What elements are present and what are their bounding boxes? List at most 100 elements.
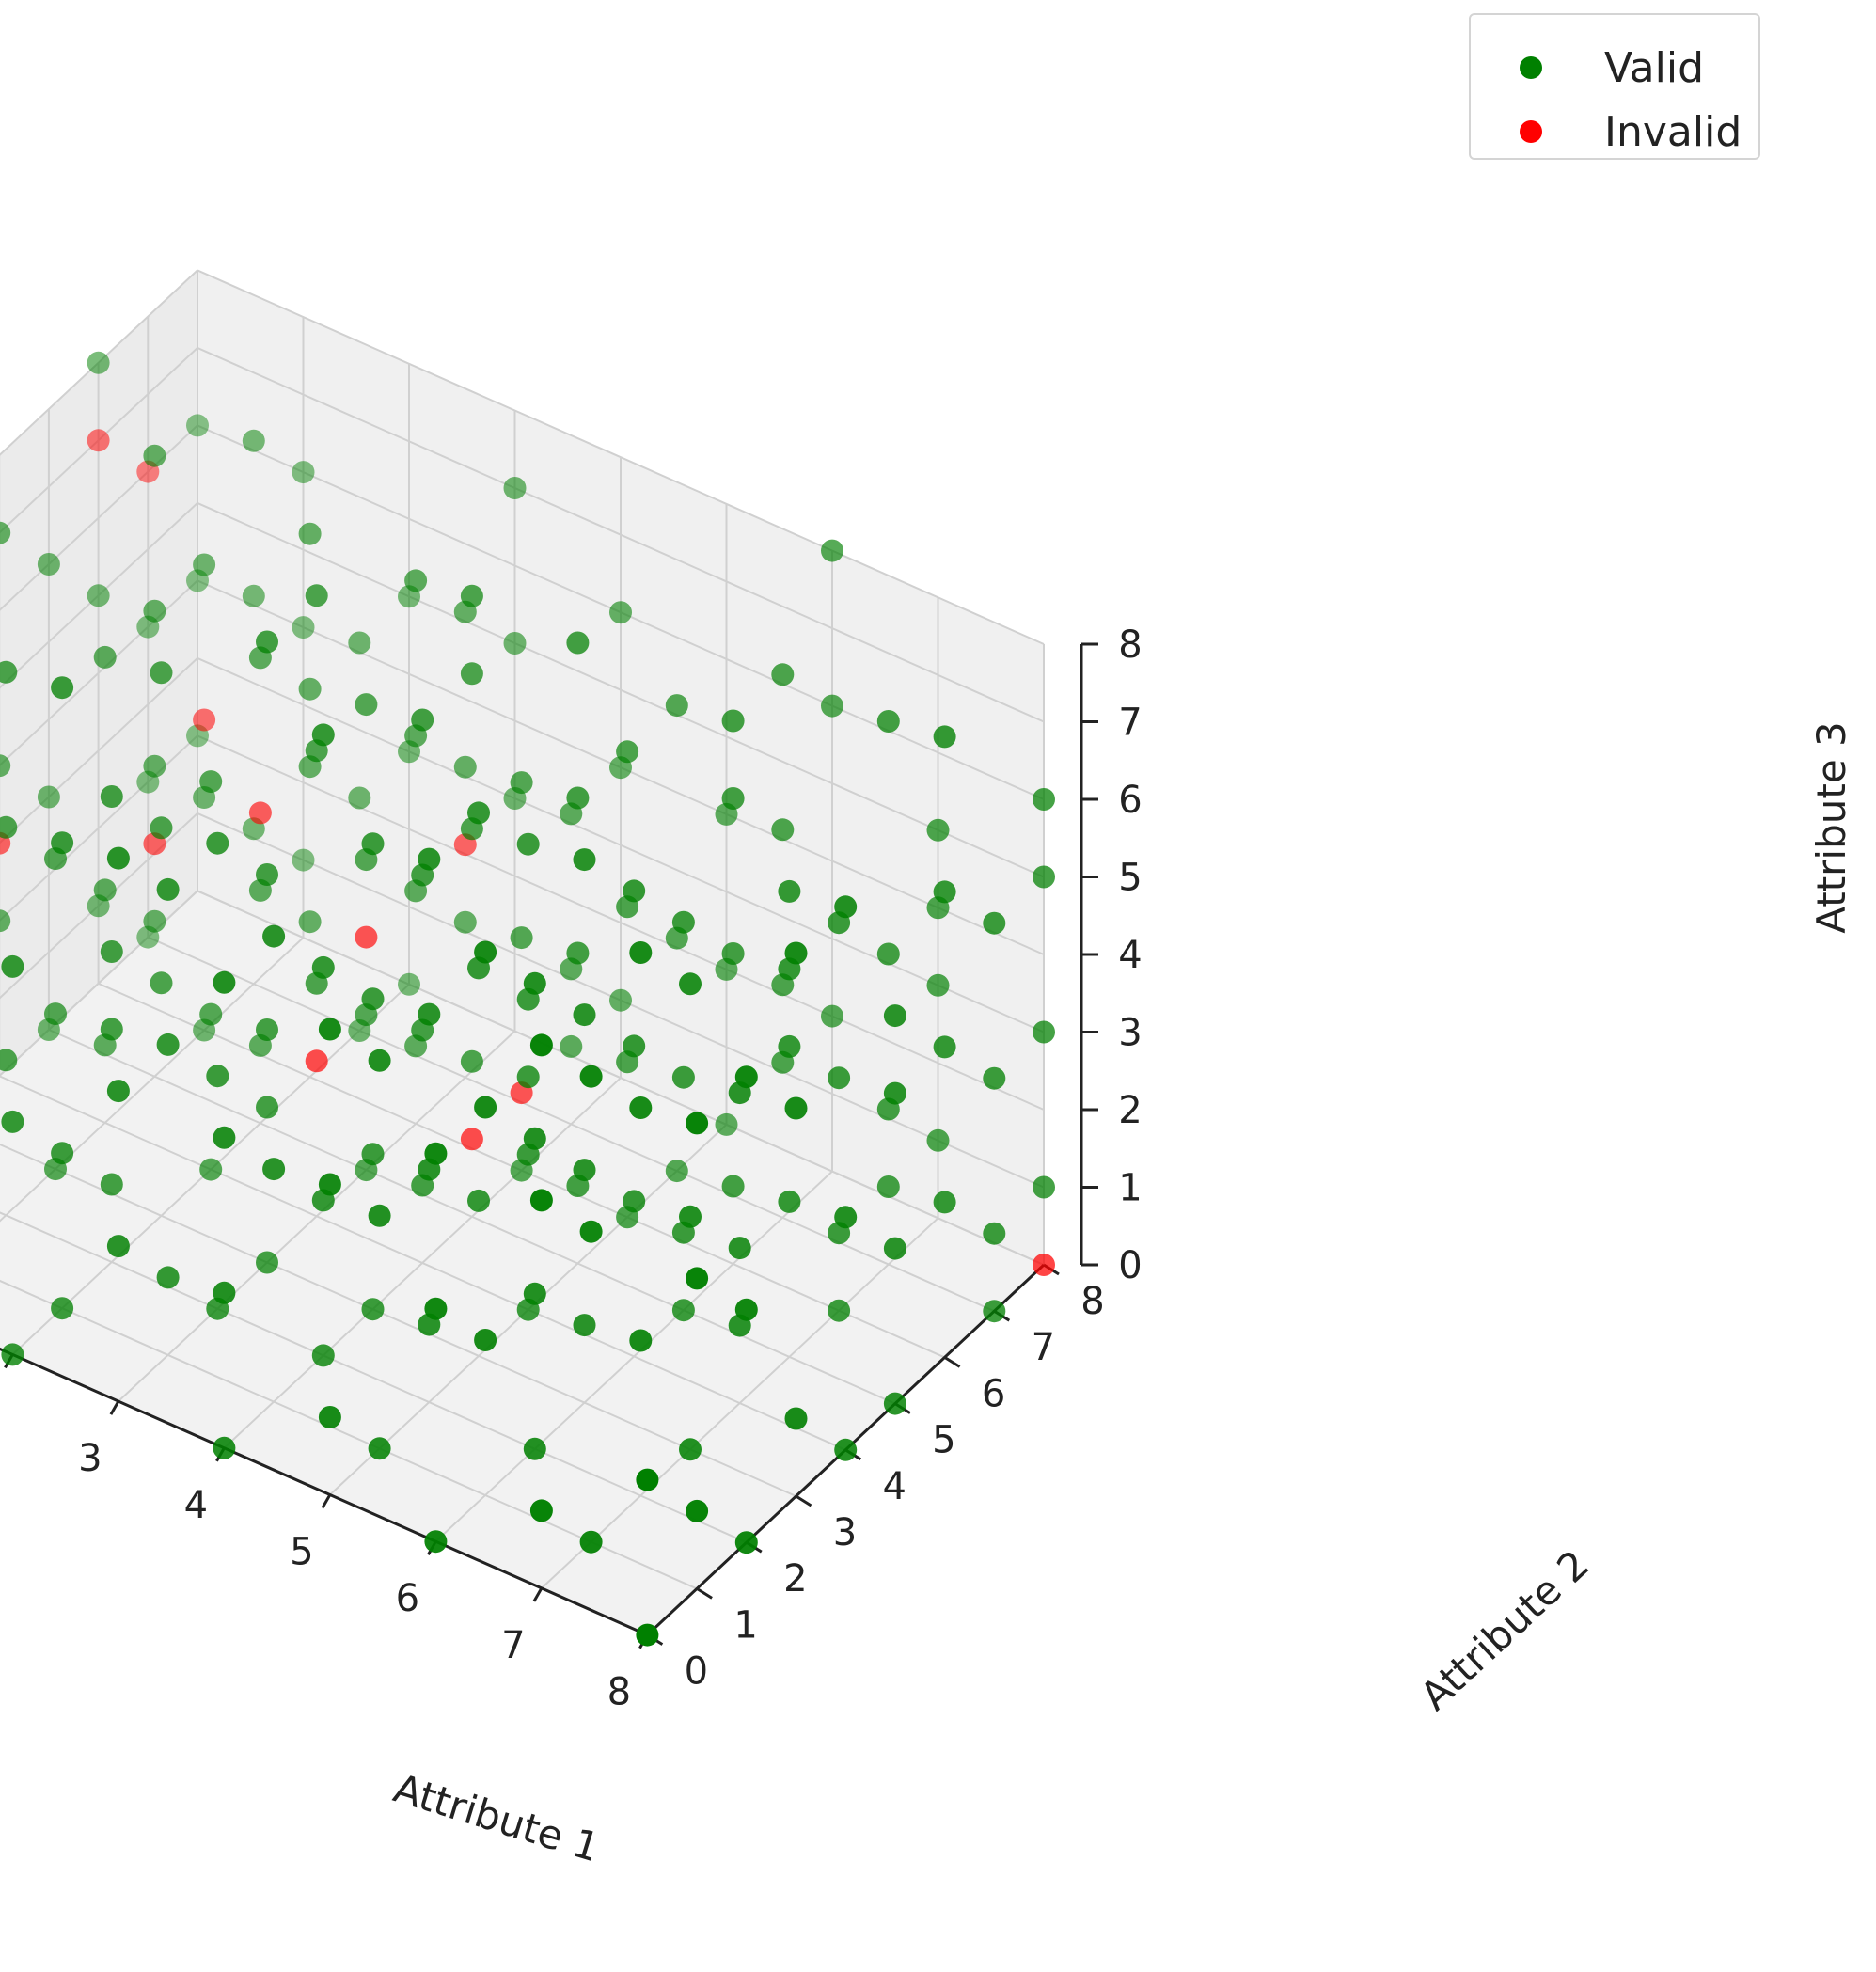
point-valid: [93, 878, 117, 902]
point-invalid: [460, 1128, 483, 1151]
point-valid: [368, 1049, 391, 1072]
point-valid: [883, 1392, 906, 1415]
point-valid: [784, 1096, 808, 1120]
point-valid: [398, 972, 420, 996]
grid-line: [197, 269, 1045, 645]
point-valid: [348, 631, 371, 655]
point-valid: [1, 954, 24, 978]
point-valid: [156, 877, 180, 901]
point-valid: [734, 1298, 758, 1321]
grid-line: [197, 501, 1045, 878]
grid-line: [434, 1170, 833, 1542]
point-valid: [686, 1499, 709, 1522]
point-valid: [106, 1080, 130, 1103]
point-valid: [1033, 1175, 1055, 1199]
point-valid: [361, 987, 385, 1011]
point-valid: [424, 1530, 448, 1554]
z-tick-label: 6: [1118, 779, 1142, 822]
point-valid: [679, 1205, 702, 1228]
legend-item-invalid: Invalid: [1471, 103, 1758, 160]
axis-tick-labels: 012345678012345678012345678: [78, 623, 1143, 1714]
x-tick-label: 7: [501, 1624, 525, 1667]
point-valid: [503, 477, 527, 499]
point-invalid: [1033, 1254, 1055, 1276]
point-valid: [199, 1158, 223, 1181]
point-valid: [876, 710, 900, 733]
point-valid: [721, 942, 745, 965]
point-valid: [51, 1142, 74, 1165]
point-valid: [262, 924, 286, 948]
x-tick: [321, 1493, 332, 1509]
point-valid: [150, 816, 173, 840]
y-tick-label: 3: [833, 1511, 857, 1554]
point-valid: [933, 1191, 956, 1214]
point-valid: [876, 942, 900, 966]
x-tick-label: 6: [396, 1577, 419, 1620]
point-valid: [100, 940, 123, 963]
point-valid: [453, 755, 477, 779]
y-tick-label: 8: [1080, 1280, 1104, 1323]
grid-line: [0, 502, 198, 689]
point-valid: [106, 846, 130, 870]
x-tick: [532, 1587, 544, 1602]
point-valid: [665, 694, 688, 718]
z-tick-label: 8: [1118, 623, 1142, 667]
point-valid: [883, 1004, 906, 1028]
point-valid: [579, 1530, 603, 1554]
point-valid: [318, 1018, 341, 1041]
point-valid: [679, 1438, 702, 1461]
point-valid: [0, 521, 11, 544]
point-valid: [150, 661, 173, 685]
point-valid: [566, 631, 590, 655]
point-valid: [686, 1112, 709, 1135]
point-valid: [0, 754, 11, 778]
point-valid: [305, 584, 328, 607]
point-valid: [51, 831, 74, 855]
y-tick-label: 6: [982, 1372, 1005, 1415]
point-valid: [411, 708, 434, 732]
point-valid: [665, 1160, 688, 1183]
point-valid: [424, 1297, 448, 1320]
grid-line: [0, 269, 198, 456]
x-tick-label: 3: [78, 1437, 102, 1480]
point-valid: [778, 1190, 801, 1213]
point-valid: [523, 1282, 546, 1305]
y-tick-label: 0: [685, 1650, 708, 1694]
grid-line: [0, 579, 198, 766]
point-valid: [573, 848, 596, 872]
grid-line: [197, 346, 1045, 723]
y-tick-label: 5: [932, 1419, 955, 1462]
point-valid: [573, 1003, 596, 1027]
point-valid: [883, 1081, 906, 1105]
point-valid: [671, 1299, 695, 1322]
point-valid: [355, 693, 378, 717]
grid-line: [0, 890, 198, 1077]
z-tick-label: 2: [1118, 1089, 1142, 1132]
point-valid: [467, 1189, 490, 1212]
grid-line: [0, 347, 198, 534]
point-valid: [828, 1066, 851, 1090]
point-valid: [318, 1173, 341, 1196]
grid-line: [0, 657, 198, 844]
x-tick-label: 8: [607, 1671, 631, 1714]
point-valid: [573, 1314, 596, 1337]
point-valid: [453, 910, 477, 934]
point-valid: [926, 818, 950, 842]
point-valid: [616, 740, 639, 764]
point-valid: [93, 645, 117, 669]
point-valid: [636, 1468, 659, 1491]
point-valid: [523, 1127, 546, 1150]
point-valid: [778, 1034, 801, 1058]
point-valid: [51, 1297, 74, 1320]
point-valid: [156, 1266, 180, 1289]
y-tick-label: 1: [733, 1603, 757, 1647]
point-valid: [983, 911, 1006, 935]
z-axis-title: Attribute 3: [1808, 721, 1854, 934]
point-valid: [933, 725, 956, 749]
grid-line: [541, 1217, 939, 1589]
point-valid: [424, 1142, 448, 1165]
point-valid: [1033, 1020, 1055, 1044]
data-points: [0, 351, 1055, 1647]
x-tick: [109, 1400, 120, 1415]
point-valid: [579, 1220, 603, 1243]
